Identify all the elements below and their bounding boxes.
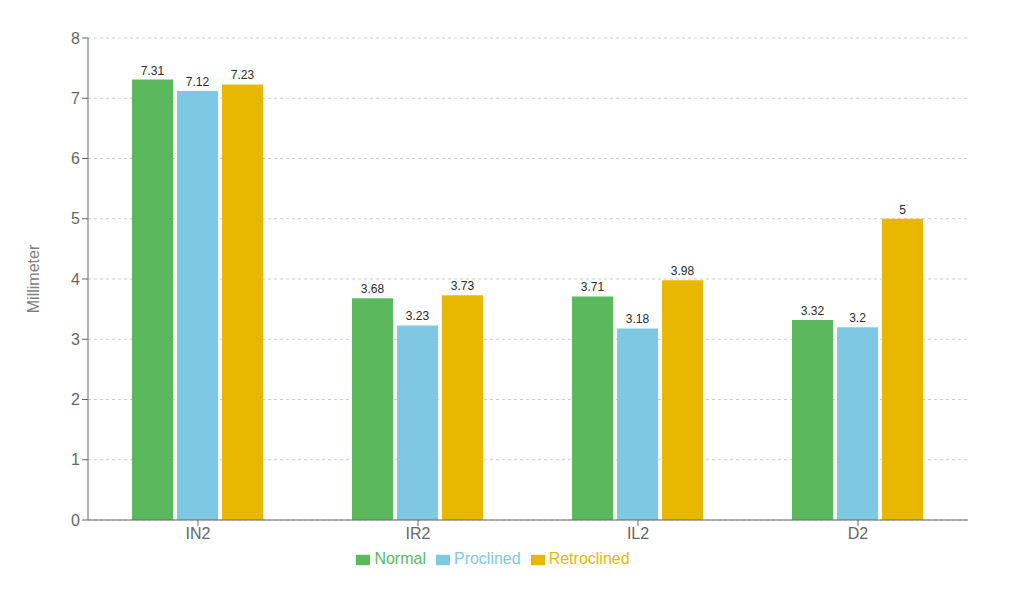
- svg-text:D2: D2: [848, 525, 869, 542]
- svg-text:3.73: 3.73: [451, 279, 475, 293]
- svg-text:3.32: 3.32: [801, 304, 825, 318]
- svg-text:3.98: 3.98: [671, 264, 695, 278]
- svg-text:3.71: 3.71: [581, 280, 605, 294]
- svg-text:3.23: 3.23: [406, 309, 430, 323]
- svg-text:3: 3: [71, 331, 80, 348]
- html-text:Normal: Normal: [374, 550, 426, 567]
- svg-text:3.18: 3.18: [626, 312, 650, 326]
- svg-text:3.68: 3.68: [361, 282, 385, 296]
- svg-text:7: 7: [71, 90, 80, 107]
- svg-text:IN2: IN2: [186, 525, 211, 542]
- svg-text:7.12: 7.12: [186, 75, 210, 89]
- html-text:Retroclined: Retroclined: [548, 550, 630, 567]
- svg-text:4: 4: [71, 271, 80, 288]
- html-text:Proclined: Proclined: [454, 550, 521, 567]
- svg-text:IR2: IR2: [406, 525, 431, 542]
- svg-text:Millimeter: Millimeter: [25, 244, 42, 313]
- svg-text:IL2: IL2: [627, 525, 649, 542]
- svg-text:1: 1: [71, 451, 80, 468]
- svg-text:5: 5: [899, 203, 906, 217]
- svg-text:2: 2: [71, 391, 80, 408]
- svg-text:6: 6: [71, 150, 80, 167]
- svg-text:7.31: 7.31: [141, 64, 165, 78]
- svg-text:5: 5: [71, 210, 80, 227]
- svg-text:7.23: 7.23: [231, 68, 255, 82]
- svg-text:3.2: 3.2: [849, 311, 866, 325]
- svg-text:0: 0: [71, 512, 80, 529]
- svg-text:8: 8: [71, 30, 80, 47]
